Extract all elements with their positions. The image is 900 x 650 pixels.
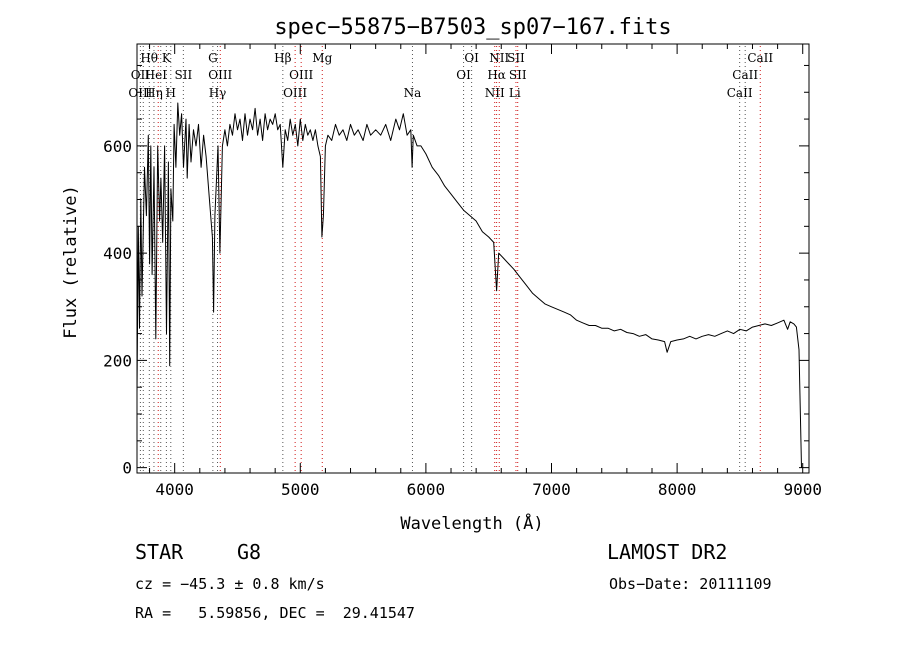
spectral-line-label-3: HeI	[145, 68, 168, 82]
spectral-line-label-6: Hη	[145, 86, 163, 100]
x-axis-ticks: 4000 5000 6000 7000 8000 9000	[149, 44, 822, 499]
x-tick-label-6000: 6000	[407, 480, 446, 499]
x-tick-label-4000: 4000	[155, 480, 194, 499]
observation-date: Obs−Date: 20111109	[609, 575, 772, 593]
spectral-line-label-9: OIII	[208, 68, 232, 82]
x-tick-label-9000: 9000	[783, 480, 822, 499]
y-tick-label-0: 0	[122, 459, 132, 478]
spectral-line-label-11: Hβ	[274, 51, 291, 65]
spectral-line-label-1: K	[162, 51, 172, 65]
spectral-line-label-24: CaII	[747, 51, 773, 65]
spectral-line-label-15: Na	[404, 86, 422, 100]
spectral-line-label-4: SII	[174, 68, 192, 82]
spectral-line-label-8: G	[208, 51, 218, 65]
x-tick-label-8000: 8000	[658, 480, 697, 499]
spectral-line-label-13: OIII	[283, 86, 307, 100]
spectral-line-label-21: SII	[509, 68, 527, 82]
spectral-line-label-7: H	[166, 86, 176, 100]
y-tick-label-600: 600	[103, 137, 132, 156]
y-axis-label: Flux (relative)	[61, 185, 81, 339]
y-axis-ticks: 0 200 400 600	[103, 64, 809, 478]
plot-frame	[136, 43, 810, 474]
spectral-line-label-14: Mg	[312, 51, 332, 65]
spectrum-series-line	[136, 102, 802, 468]
x-tick-label-5000: 5000	[281, 480, 320, 499]
spectral-line-label-16: OI	[456, 68, 471, 82]
spectral-line-label-12: OIII	[289, 68, 313, 82]
spectral-line-label-18: NII	[489, 51, 509, 65]
coordinates: RA = 5.59856, DEC = 29.41547	[135, 604, 415, 622]
x-tick-label-7000: 7000	[532, 480, 571, 499]
spectral-line-label-17: OI	[464, 51, 479, 65]
spectral-line-label-2: OII	[131, 68, 151, 82]
chart-title: spec−55875−B7503_sp07−167.fits	[274, 15, 671, 40]
spectral-line-label-10: Hγ	[209, 86, 227, 100]
object-subclass: G8	[237, 540, 262, 564]
spectral-line-label-0: Hθ	[140, 51, 158, 65]
spectral-line-label-22: NII	[485, 86, 505, 100]
survey-name: LAMOST DR2	[607, 540, 728, 564]
x-axis-label: Wavelength (Å)	[400, 512, 543, 534]
spectral-line-label-20: Hα	[487, 68, 506, 82]
object-class: STAR	[135, 540, 184, 564]
spectral-line-label-5: OIII	[128, 86, 152, 100]
spectral-line-label-19: SII	[507, 51, 525, 65]
spectral-line-label-23: Li	[509, 86, 521, 100]
spectral-line-label-26: CaII	[727, 86, 753, 100]
y-tick-label-400: 400	[103, 244, 132, 263]
spectral-line-markers	[139, 46, 761, 471]
y-tick-label-200: 200	[103, 351, 132, 370]
spectral-line-label-25: CaII	[732, 68, 758, 82]
redshift-velocity: cz = −45.3 ± 0.8 km/s	[135, 575, 325, 593]
